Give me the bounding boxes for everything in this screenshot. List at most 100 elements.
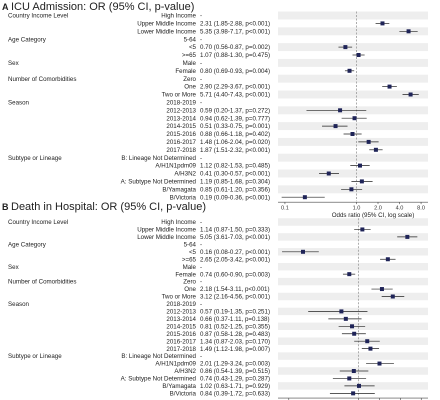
row-level-label: Lower Middle Income [137, 28, 196, 35]
row-band [278, 27, 428, 36]
row-level-label: 5-64 [184, 241, 197, 248]
or-marker [356, 53, 361, 57]
panel-title: Death in Hospital: OR (95% CI, p-value) [11, 201, 206, 213]
or-marker [352, 116, 357, 121]
row-level-label: A/H3N2 [174, 368, 196, 375]
row-level-label: Male [183, 60, 197, 67]
row-estimate-text: 1.14 (0.87-1.50, p=0.333) [200, 227, 270, 234]
or-marker [352, 331, 357, 336]
row-band [278, 153, 428, 162]
row-band [278, 262, 428, 271]
row-level-label: <5 [189, 44, 197, 51]
row-estimate-text: - [200, 100, 202, 107]
or-marker [350, 132, 355, 136]
or-marker [339, 309, 344, 314]
row-level-label: Zero [183, 279, 196, 286]
row-level-label: >=65 [182, 256, 197, 263]
row-estimate-text: 3.12 (2.16-4.56, p<0.001) [200, 294, 270, 301]
or-marker [302, 195, 307, 200]
row-estimate-text: 1.48 (1.06-2.04, p=0.020) [200, 139, 270, 146]
row-estimate-text: - [200, 36, 202, 43]
row-band [278, 11, 428, 20]
row-band [278, 169, 428, 178]
row-level-label: A/H1N1pdm09 [155, 163, 196, 170]
row-level-label: B/Yamagata [162, 383, 196, 390]
or-marker [347, 272, 352, 277]
or-marker [385, 257, 390, 262]
row-estimate-text: - [200, 241, 202, 248]
row-level-label: 2018-2019 [166, 301, 196, 308]
row-estimate-text: 0.41 (0.30-0.57, p<0.001) [200, 171, 270, 178]
row-group-label: Season [8, 100, 30, 107]
panel-title: ICU Admission: OR (95% CI, p-value) [11, 1, 194, 13]
row-level-label: A: Subtype Not Determined [121, 179, 197, 186]
row-level-label: 2016-2017 [166, 338, 196, 345]
x-tick-label: 4.0 [396, 206, 404, 212]
row-level-label: 2017-2018 [166, 147, 196, 154]
row-level-label: 2014-2015 [166, 323, 196, 330]
row-estimate-text: - [200, 264, 202, 271]
row-estimate-text: - [200, 13, 202, 20]
row-level-label: 2017-2018 [166, 346, 196, 353]
or-marker [390, 294, 395, 299]
row-level-label: B: Lineage Not Determined [121, 155, 196, 162]
or-marker [351, 369, 356, 373]
row-estimate-text: 0.85 (0.61-1.20, p=0.356) [200, 186, 270, 193]
row-group-label: Subtype or Lineage [8, 353, 62, 360]
row-group-label: Number of Comorbidities [8, 76, 76, 83]
row-level-label: 2016-2017 [166, 139, 196, 146]
or-marker [343, 45, 348, 50]
row-group-label: Sex [8, 60, 20, 67]
row-group-label: Country Income Level [8, 219, 68, 226]
row-estimate-text: 2.01 (1.29-3.24, p=0.003) [200, 361, 270, 368]
or-marker [365, 339, 370, 344]
row-level-label: Male [183, 264, 197, 271]
row-band [278, 74, 428, 83]
row-band [278, 248, 428, 256]
or-marker [359, 179, 364, 184]
row-level-label: One [184, 84, 196, 91]
row-group-label: Sex [8, 264, 20, 271]
or-marker [368, 346, 373, 351]
row-group-label: Number of Comorbidities [8, 279, 76, 286]
row-estimate-text: 0.74 (0.43-1.29, p=0.287) [200, 376, 270, 383]
row-group-label: Country Income Level [8, 13, 68, 20]
row-estimate-text: 0.81 (0.52-1.25, p=0.355) [200, 323, 270, 330]
or-marker [347, 376, 352, 381]
row-level-label: A/H3N2 [174, 171, 196, 178]
row-level-label: B: Lineage Not Determined [121, 353, 196, 360]
row-estimate-text: 0.80 (0.69-0.93, p=0.004) [200, 68, 270, 75]
row-band [278, 43, 428, 52]
row-estimate-text: 0.51 (0.33-0.75, p=0.001) [200, 123, 270, 130]
or-marker [379, 287, 384, 292]
or-marker [350, 324, 355, 329]
row-estimate-text: 1.87 (1.51-2.32, p<0.001) [200, 147, 270, 154]
or-marker [360, 227, 365, 232]
row-level-label: High Income [161, 219, 196, 226]
row-band [278, 218, 428, 226]
row-estimate-text: 1.02 (0.63-1.71, p=0.929) [200, 383, 270, 390]
row-estimate-text: 0.84 (0.39-1.72, p=0.633) [200, 390, 270, 397]
row-band [278, 137, 428, 146]
row-estimate-text: 0.94 (0.62-1.39, p=0.777) [200, 115, 270, 122]
row-estimate-text: - [200, 353, 202, 360]
row-level-label: A: Subtype Not Determined [121, 376, 197, 383]
forest-panel-b: B Death in Hospital: OR (95% CI, p-value)… [2, 201, 428, 400]
row-estimate-text: 5.05 (3.61-7.03, p<0.001) [200, 234, 270, 241]
forest-panel-a: A ICU Admission: OR (95% CI, p-value)Coun… [2, 1, 428, 219]
row-estimate-text: 1.49 (1.12-1.98, p=0.007) [200, 346, 270, 353]
row-estimate-text: 0.16 (0.08-0.27, p<0.001) [200, 249, 270, 256]
row-level-label: >=65 [182, 52, 197, 59]
row-estimate-text: 0.74 (0.60-0.90, p=0.003) [200, 271, 270, 278]
row-level-label: Upper Middle Income [137, 227, 196, 234]
row-estimate-text: 2.65 (2.05-3.42, p<0.001) [200, 256, 270, 263]
row-level-label: 2014-2015 [166, 123, 196, 130]
row-level-label: 2013-2014 [166, 316, 196, 323]
row-band [278, 90, 428, 99]
or-marker [333, 124, 338, 129]
row-band [278, 352, 428, 360]
row-estimate-text: - [200, 76, 202, 83]
row-estimate-text: - [200, 279, 202, 286]
row-band [278, 233, 428, 241]
